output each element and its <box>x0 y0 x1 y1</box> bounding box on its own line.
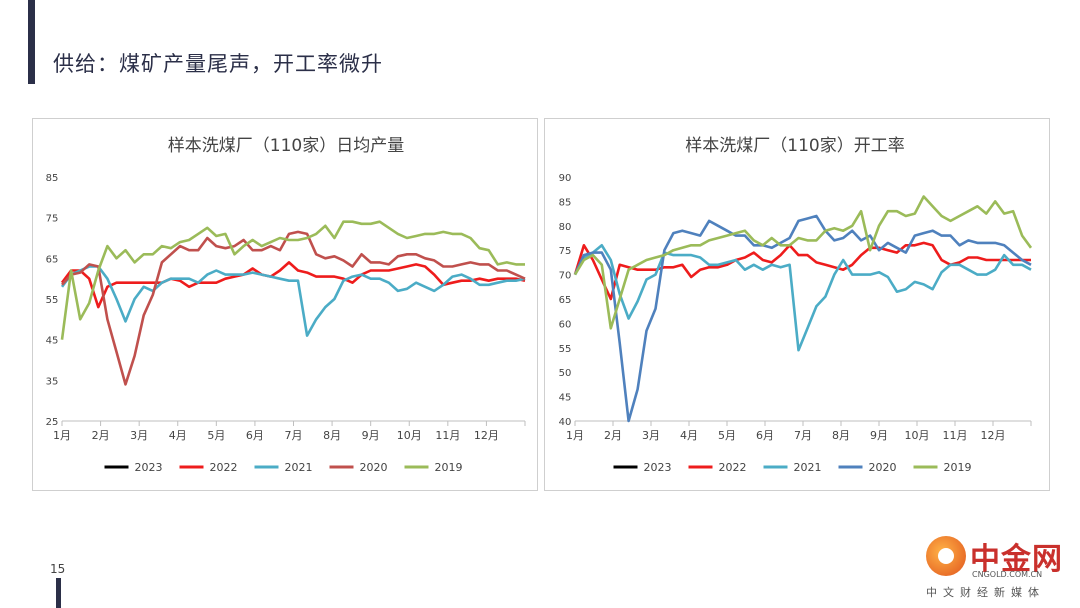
y-tick-label: 55 <box>46 295 59 306</box>
series-line-2019 <box>573 195 1033 330</box>
legend-label-2022: 2022 <box>210 461 238 474</box>
x-tick-label: 3月 <box>642 429 660 442</box>
page-number: 15 <box>50 562 66 576</box>
slide-title: 供给：煤矿产量尾声，开工率微升 <box>53 52 383 76</box>
y-tick-label: 35 <box>46 376 59 387</box>
legend-label-2019: 2019 <box>435 461 463 474</box>
y-tick-label: 50 <box>559 368 572 379</box>
logo-tagline: 中文财经新媒体 <box>926 586 1045 599</box>
series-line-2022 <box>60 261 526 309</box>
series-line-2019 <box>60 220 525 340</box>
x-tick-label: 4月 <box>680 429 698 442</box>
x-tick-label: 8月 <box>323 429 341 442</box>
y-tick-label: 70 <box>559 271 572 282</box>
x-tick-label: 2月 <box>92 429 110 442</box>
x-tick-label: 11月 <box>943 429 968 442</box>
x-tick-label: 9月 <box>870 429 888 442</box>
x-tick-label: 12月 <box>981 429 1006 442</box>
x-tick-label: 8月 <box>832 429 850 442</box>
y-tick-label: 25 <box>46 417 59 428</box>
legend-label-2020: 2020 <box>360 461 388 474</box>
logo: 中金网 CNGOLD.COM.CN 中文财经新媒体 <box>920 532 1070 602</box>
y-tick-label: 85 <box>559 197 572 208</box>
legend-label-2019: 2019 <box>944 461 972 474</box>
chart-panel-operating-rate: 样本洗煤厂（110家）开工率 40 45 50 55 60 65 70 75 80 85 90 1月 2月… <box>544 118 1050 491</box>
chart-panel-daily-output: 样本洗煤厂（110家）日均产量 25 35 45 55 65 75 85 1月 2月 3月 4月 5月 6… <box>32 118 538 491</box>
y-tick-label: 90 <box>559 173 572 184</box>
y-tick-label: 45 <box>46 336 59 347</box>
x-tick-label: 11月 <box>435 429 460 442</box>
daily-output-chart: 样本洗煤厂（110家）日均产量 25 35 45 55 65 75 85 1月 2月 3月 4月 5月 6… <box>46 136 526 474</box>
x-tick-label: 9月 <box>362 429 380 442</box>
x-tick-label: 7月 <box>794 429 812 442</box>
x-tick-label: 7月 <box>285 429 303 442</box>
legend-label-2021: 2021 <box>794 461 822 474</box>
x-tick-label: 5月 <box>207 429 225 442</box>
y-tick-label: 45 <box>559 393 572 404</box>
title-accent-bar <box>28 0 35 84</box>
series-line-2020 <box>573 214 1032 423</box>
y-tick-label: 85 <box>46 173 59 184</box>
x-tick-label: 1月 <box>566 429 584 442</box>
legend-label-2023: 2023 <box>644 461 672 474</box>
y-tick-label: 40 <box>559 417 572 428</box>
series-line-2021 <box>573 244 1032 352</box>
y-tick-label: 65 <box>559 295 572 306</box>
x-tick-label: 6月 <box>756 429 774 442</box>
x-tick-label: 10月 <box>397 429 422 442</box>
y-tick-label: 60 <box>559 319 572 330</box>
x-tick-label: 4月 <box>169 429 187 442</box>
y-tick-label: 75 <box>559 246 572 257</box>
x-tick-label: 5月 <box>718 429 736 442</box>
y-tick-label: 80 <box>559 222 572 233</box>
chart-title: 样本洗煤厂（110家）开工率 <box>685 136 904 156</box>
x-tick-label: 1月 <box>53 429 71 442</box>
chart-title: 样本洗煤厂（110家）日均产量 <box>168 136 404 156</box>
legend-label-2020: 2020 <box>869 461 897 474</box>
x-tick-label: 12月 <box>474 429 499 442</box>
logo-url: CNGOLD.COM.CN <box>972 570 1043 579</box>
x-tick-label: 3月 <box>130 429 148 442</box>
y-tick-label: 55 <box>559 344 572 355</box>
legend-label-2023: 2023 <box>135 461 163 474</box>
footer-accent-bar <box>56 578 61 608</box>
y-tick-label: 65 <box>46 254 59 265</box>
x-tick-label: 6月 <box>246 429 264 442</box>
series-line-2022 <box>573 241 1031 301</box>
legend-label-2021: 2021 <box>285 461 313 474</box>
x-tick-label: 10月 <box>905 429 930 442</box>
series-line-2020 <box>61 230 526 386</box>
legend-label-2022: 2022 <box>719 461 747 474</box>
logo-name: 中金网 <box>970 542 1063 577</box>
series-line-2021 <box>60 265 526 337</box>
x-tick-label: 2月 <box>604 429 622 442</box>
y-tick-label: 75 <box>46 214 59 225</box>
logo-icon <box>926 536 966 576</box>
operating-rate-chart: 样本洗煤厂（110家）开工率 40 45 50 55 60 65 70 75 80 85 90 1月 2月… <box>559 136 1033 474</box>
